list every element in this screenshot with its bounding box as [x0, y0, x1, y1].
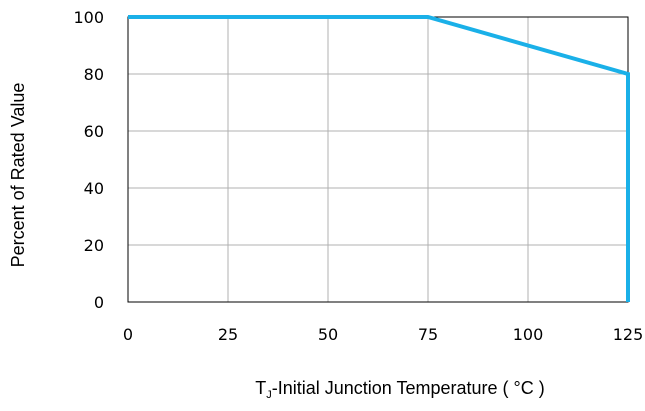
x-tick-label: 0	[123, 325, 133, 344]
x-tick-labels: 0 25 50 75 100 125	[123, 325, 643, 344]
y-tick-label: 40	[84, 179, 104, 198]
y-axis-label: Percent of Rated Value	[8, 83, 28, 268]
y-tick-label: 60	[84, 122, 104, 141]
plot-frame	[127, 16, 629, 303]
y-tick-labels: 0 20 40 60 80 100	[73, 8, 104, 312]
x-tick-label: 75	[418, 325, 438, 344]
x-tick-label: 125	[613, 325, 644, 344]
x-tick-label: 50	[318, 325, 338, 344]
series-line	[128, 15, 630, 302]
y-tick-label: 20	[84, 236, 104, 255]
x-axis-label-main: T	[255, 378, 266, 398]
grid-lines	[128, 17, 628, 302]
y-tick-label: 100	[73, 8, 104, 27]
y-tick-label: 80	[84, 65, 104, 84]
x-axis-label-subscript: J	[266, 389, 272, 401]
x-tick-label: 100	[513, 325, 544, 344]
y-tick-label: 0	[94, 293, 104, 312]
x-axis-label: TJ-Initial Junction Temperature ( °C )	[255, 378, 544, 401]
x-axis-label-rest: -Initial Junction Temperature ( °C )	[272, 378, 545, 398]
x-tick-label: 25	[218, 325, 238, 344]
